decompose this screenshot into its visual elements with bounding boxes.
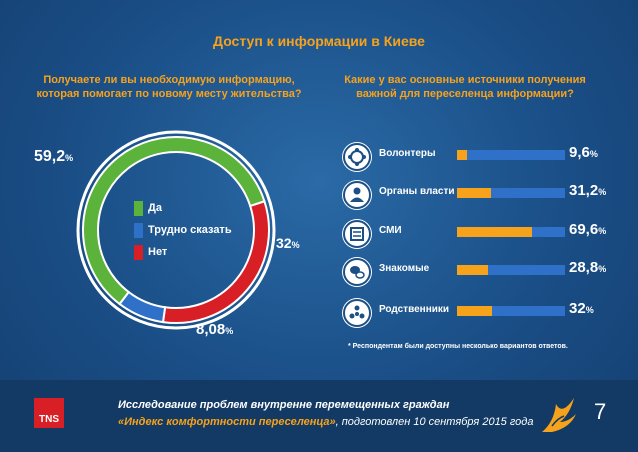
bar-label: СМИ (379, 225, 402, 236)
footnote: * Респондентам были доступны несколько в… (348, 343, 568, 350)
relatives-icon (343, 299, 371, 327)
bar-label: Органы власти (379, 186, 455, 197)
media-icon (343, 220, 371, 248)
pct-label-no: 32% (276, 235, 300, 251)
acquaintances-icon (343, 258, 371, 286)
bar-fill (457, 150, 468, 160)
legend-item-unsure: Трудно сказать (134, 219, 232, 241)
bar-value: 31,2% (569, 182, 607, 199)
bar-fill (457, 227, 533, 237)
bar-label: Знакомые (379, 263, 430, 274)
bar-row-government: Органы власти 31,2% (343, 181, 607, 209)
legend-label-unsure: Трудно сказать (148, 224, 232, 236)
donut-legend: Да Трудно сказать Нет (134, 197, 232, 263)
bar-track (457, 188, 565, 198)
bar-label: Волонтеры (379, 148, 436, 159)
bar-row-media: СМИ 69,6% (343, 220, 607, 248)
legend-swatch-unsure (134, 222, 143, 238)
page-title: Доступ к информации в Киеве (213, 33, 425, 49)
bar-row-relatives: Родственники 32% (343, 299, 605, 327)
phoenix-logo-icon (542, 398, 576, 432)
bar-row-acquaintances: Знакомые 28,8% (343, 258, 607, 286)
bar-track (457, 265, 565, 275)
donut-question: Получаете ли вы необходимую информацию, … (36, 74, 302, 100)
tns-logo: TNS (34, 398, 64, 428)
legend-swatch-no (134, 244, 143, 260)
bars-question: Какие у вас основные источники получения… (344, 74, 586, 100)
legend-item-yes: Да (134, 197, 232, 219)
bar-label: Родственники (379, 304, 450, 315)
bar-track (457, 306, 565, 316)
legend-swatch-yes (134, 200, 143, 216)
bar-track (457, 227, 565, 237)
bar-row-volunteers: Волонтеры 9,6% (343, 143, 605, 171)
bar-value: 9,6% (569, 144, 598, 161)
bar-track (457, 150, 565, 160)
footer-line-2: «Индекс комфортности переселенца», подго… (118, 416, 534, 428)
government-icon (343, 181, 371, 209)
legend-label-no: Нет (148, 246, 168, 258)
page-number: 7 (594, 399, 607, 424)
bar-value: 32% (569, 300, 594, 317)
bar-value: 28,8% (569, 259, 607, 276)
bar-fill (457, 265, 489, 275)
bar-value: 69,6% (569, 221, 607, 238)
volunteers-icon (343, 143, 371, 171)
pct-label-yes: 59,2% (34, 148, 74, 165)
footer-band (0, 380, 638, 452)
legend-item-no: Нет (134, 241, 232, 263)
bar-fill (457, 306, 492, 316)
legend-label-yes: Да (148, 202, 162, 214)
footer-line-1: Исследование проблем внутренне перемещен… (118, 399, 450, 411)
bar-fill (457, 188, 491, 198)
pct-label-unsure: 8,08% (196, 321, 234, 338)
